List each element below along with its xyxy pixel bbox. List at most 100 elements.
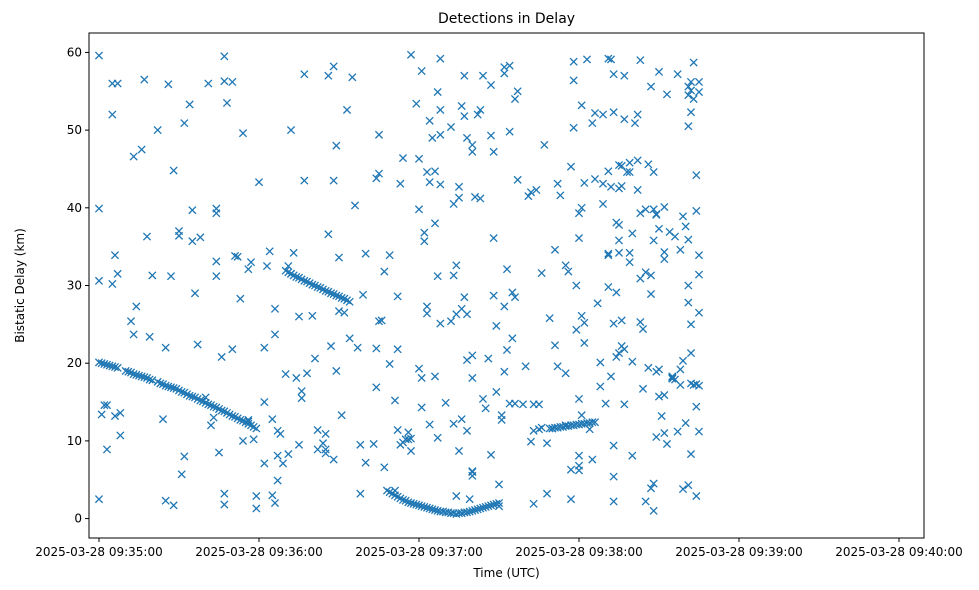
data-point — [422, 503, 432, 512]
data-point — [206, 421, 216, 430]
data-point — [228, 77, 237, 87]
data-point — [126, 317, 136, 326]
data-point — [326, 342, 336, 351]
data-point — [569, 76, 578, 85]
x-tick-label: 2025-03-28 09:39:00 — [675, 545, 802, 559]
data-point — [329, 176, 338, 185]
data-point — [273, 476, 282, 485]
data-point — [390, 396, 400, 405]
data-point — [588, 455, 597, 464]
data-point — [486, 501, 496, 510]
data-point — [110, 251, 120, 260]
data-point — [684, 122, 693, 131]
data-point — [606, 372, 616, 381]
data-point — [441, 398, 450, 407]
data-point — [529, 499, 538, 508]
data-point — [430, 372, 440, 381]
data-point — [129, 370, 138, 379]
data-point — [220, 489, 229, 498]
data-point — [332, 141, 341, 150]
data-point — [641, 205, 650, 214]
data-point — [142, 232, 152, 241]
y-tick-label: 0 — [74, 512, 82, 526]
data-point — [284, 450, 293, 459]
data-point — [614, 161, 624, 170]
data-point — [436, 105, 445, 114]
data-point — [334, 253, 344, 262]
data-point — [193, 340, 202, 349]
data-point — [124, 367, 133, 376]
data-point — [380, 267, 389, 276]
data-point — [673, 70, 682, 79]
data-point — [486, 80, 496, 90]
data-point — [646, 484, 656, 493]
data-point — [417, 502, 426, 511]
data-point — [476, 504, 485, 513]
x-tick-label: 2025-03-28 09:35:00 — [35, 545, 162, 559]
data-point — [417, 373, 426, 383]
data-point — [481, 502, 490, 511]
data-point — [524, 192, 533, 201]
y-tick-label: 60 — [67, 45, 82, 59]
data-point — [129, 330, 138, 339]
data-point — [652, 432, 661, 442]
data-point — [185, 391, 194, 400]
data-point — [422, 302, 432, 311]
data-point — [580, 338, 589, 348]
y-tick-label: 40 — [67, 201, 82, 215]
data-point — [612, 288, 621, 297]
data-point — [393, 345, 402, 354]
data-point — [108, 279, 117, 289]
data-point — [204, 79, 213, 88]
data-point — [94, 495, 104, 504]
data-point — [574, 234, 584, 243]
data-point — [337, 411, 346, 420]
data-point — [606, 182, 616, 191]
data-point — [94, 51, 104, 60]
data-point — [625, 258, 634, 267]
data-point — [166, 383, 176, 392]
data-point — [196, 396, 205, 405]
data-point — [145, 375, 154, 384]
data-point — [169, 501, 178, 510]
data-point — [574, 451, 584, 460]
data-point — [684, 235, 693, 244]
data-point — [681, 222, 690, 231]
data-point — [273, 451, 282, 460]
data-point — [433, 272, 442, 281]
data-point — [630, 119, 640, 128]
data-point — [484, 502, 493, 511]
data-point — [505, 61, 514, 70]
data-point — [566, 162, 576, 171]
data-point — [404, 498, 413, 507]
data-point — [465, 495, 474, 504]
data-point — [694, 270, 704, 279]
data-point — [617, 181, 626, 191]
data-point — [644, 160, 653, 169]
y-tick-label: 20 — [67, 356, 82, 370]
data-point — [676, 365, 685, 374]
data-point — [209, 413, 218, 422]
data-point — [292, 373, 301, 383]
data-point — [601, 399, 610, 408]
data-point — [550, 245, 560, 254]
data-point — [660, 255, 669, 264]
data-point — [686, 320, 696, 329]
data-point — [308, 280, 317, 289]
chart-title: Detections in Delay — [438, 11, 575, 27]
data-point — [412, 99, 421, 108]
data-point — [145, 332, 154, 341]
y-tick-label: 50 — [67, 123, 82, 137]
data-point — [454, 193, 464, 202]
data-point — [449, 271, 458, 280]
data-point — [609, 497, 618, 506]
data-point — [412, 500, 421, 509]
data-point — [537, 269, 546, 278]
data-point — [166, 272, 176, 281]
data-point — [569, 123, 578, 132]
data-point — [649, 479, 658, 488]
data-point — [332, 366, 341, 376]
data-point — [662, 90, 672, 99]
data-point — [404, 428, 413, 437]
data-point — [676, 245, 685, 254]
